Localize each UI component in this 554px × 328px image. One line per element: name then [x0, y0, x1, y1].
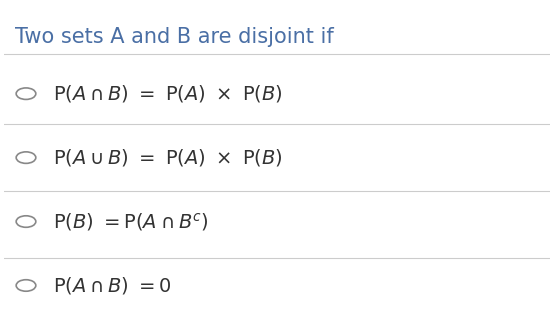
Text: Two sets A and B are disjoint if: Two sets A and B are disjoint if	[15, 27, 334, 47]
Text: $\mathrm{P}(B)\ =\mathrm{P}(A \cap B^c)$: $\mathrm{P}(B)\ =\mathrm{P}(A \cap B^c)$	[53, 211, 209, 233]
Text: $\mathrm{P}(A \cup B)\ =\ \mathrm{P}(A)\ \times\ \mathrm{P}(B)$: $\mathrm{P}(A \cup B)\ =\ \mathrm{P}(A)\…	[53, 147, 283, 168]
Text: $\mathrm{P}(A \cap B)\ =\ \mathrm{P}(A)\ \times\ \mathrm{P}(B)$: $\mathrm{P}(A \cap B)\ =\ \mathrm{P}(A)\…	[53, 83, 283, 104]
Text: $\mathrm{P}(A \cap B)\ = 0$: $\mathrm{P}(A \cap B)\ = 0$	[53, 275, 172, 296]
